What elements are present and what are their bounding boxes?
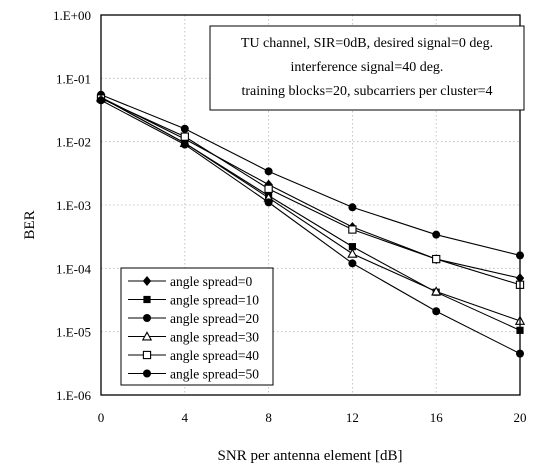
data-point	[432, 230, 441, 239]
legend-label: angle spread=20	[170, 311, 259, 326]
data-point	[180, 132, 189, 141]
x-tick-label: 0	[98, 410, 105, 425]
series-2	[97, 90, 524, 260]
data-point	[142, 276, 152, 286]
series-layer	[95, 90, 526, 358]
y-axis-label: BER	[22, 210, 38, 239]
tick-labels: 0 4 8 12 16 20 1.E-06 1.E-05 1.E-04 1.E-03 1.E-02 1…	[53, 8, 527, 425]
plot-frame	[100, 14, 521, 396]
legend-label: angle spread=10	[170, 293, 259, 308]
annotation-box: TU channel, SIR=0dB, desired signal=0 de…	[209, 25, 525, 111]
annotation-line-3: training blocks=20, subcarriers per clus…	[242, 84, 493, 99]
data-point	[348, 243, 356, 251]
legend-item: angle spread=10	[128, 293, 259, 308]
legend-item: angle spread=20	[128, 311, 259, 326]
legend-item: angle spread=40	[128, 348, 259, 363]
data-point	[348, 259, 357, 268]
x-tick-label: 12	[346, 410, 359, 425]
data-point	[264, 198, 273, 207]
legend-label: angle spread=40	[170, 348, 259, 363]
y-tick-label: 1.E-06	[56, 388, 92, 403]
annotation-line-1: TU channel, SIR=0dB, desired signal=0 de…	[241, 36, 493, 51]
data-point	[347, 248, 358, 258]
data-point	[143, 295, 151, 304]
data-point	[432, 307, 441, 316]
data-point	[264, 167, 273, 176]
data-point	[348, 225, 357, 234]
legend-item: angle spread=30	[128, 330, 259, 345]
series-line	[100, 96, 521, 279]
legend-label: angle spread=30	[170, 330, 259, 345]
series-line	[100, 99, 521, 355]
data-point	[348, 203, 357, 212]
data-point	[141, 331, 153, 341]
x-tick-label: 16	[430, 410, 444, 425]
data-point	[180, 140, 189, 149]
data-point	[142, 350, 152, 360]
legend-item: angle spread=0	[128, 274, 252, 289]
y-tick-label: 1.E-04	[56, 261, 92, 276]
annotation-line-2: interference signal=40 deg.	[291, 60, 444, 75]
data-point	[264, 184, 273, 193]
data-point	[431, 286, 442, 296]
data-point	[143, 314, 151, 322]
series-line	[100, 94, 521, 256]
y-tick-label: 1.E+00	[53, 8, 91, 23]
data-point	[432, 254, 441, 264]
x-axis-label: SNR per antenna element [dB]	[218, 448, 403, 464]
series-0	[96, 92, 525, 284]
x-tick-label: 8	[265, 410, 272, 425]
y-tick-label: 1.E-05	[56, 325, 91, 340]
legend: angle spread=0 angle spread=10 angle sprea…	[120, 267, 274, 386]
legend-label: angle spread=50	[170, 367, 259, 382]
y-tick-label: 1.E-02	[56, 135, 91, 150]
data-point	[143, 369, 151, 378]
legend-label: angle spread=0	[170, 274, 252, 289]
series-5	[97, 96, 524, 358]
series-line	[100, 98, 521, 286]
x-tick-label: 4	[182, 410, 189, 425]
y-tick-label: 1.E-03	[56, 198, 91, 213]
series-line	[100, 96, 521, 322]
series-4	[96, 94, 525, 289]
x-tick-label: 20	[514, 410, 527, 425]
data-point	[180, 124, 189, 133]
y-tick-label: 1.E-01	[56, 71, 91, 86]
legend-item: angle spread=50	[128, 367, 259, 382]
